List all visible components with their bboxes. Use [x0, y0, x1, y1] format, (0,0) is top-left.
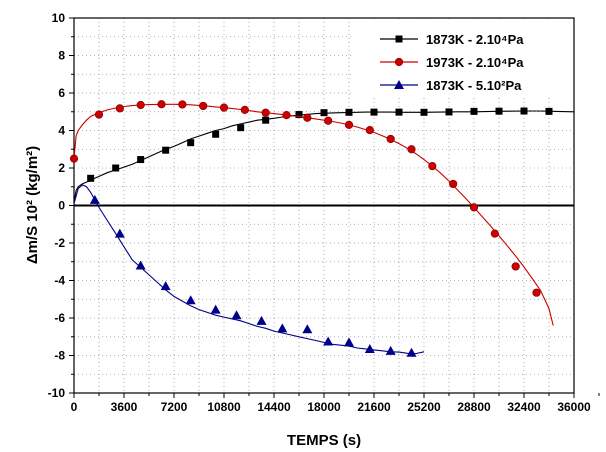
series-line — [73, 184, 425, 355]
data-point-circle — [240, 105, 249, 114]
data-point-circle — [469, 203, 479, 212]
data-point-circle — [69, 154, 79, 163]
data-point-circle — [490, 229, 499, 238]
data-point-triangle — [406, 347, 417, 357]
data-point-square — [345, 108, 353, 116]
data-point-triangle — [394, 80, 404, 89]
y-tick-label: 0 — [58, 199, 65, 213]
y-tick-label: -8 — [54, 349, 65, 363]
data-point-square — [262, 116, 270, 124]
data-point-square — [395, 108, 403, 116]
data-point-circle — [115, 104, 124, 113]
data-point-triangle — [256, 315, 267, 325]
series-1 — [73, 107, 575, 202]
data-point-square — [495, 107, 503, 115]
legend-label: 1873K - 5.10²Pa — [426, 78, 522, 93]
data-point-triangle — [385, 345, 396, 355]
data-point-square — [395, 35, 403, 43]
data-point-circle — [136, 100, 145, 110]
data-point-triangle — [323, 336, 334, 346]
data-point-circle — [199, 101, 208, 111]
data-point-circle — [324, 116, 333, 125]
y-tick-label: -2 — [54, 236, 65, 250]
data-point-circle — [365, 126, 374, 135]
data-point-triangle — [135, 260, 146, 270]
series-layer — [69, 100, 575, 357]
data-point-square — [112, 164, 120, 172]
data-point-circle — [178, 100, 187, 109]
data-point-triangle — [210, 304, 221, 314]
data-point-square — [545, 107, 553, 115]
data-point-square — [162, 146, 170, 154]
legend-label: 1973K - 2.10⁴Pa — [426, 55, 524, 70]
series-3 — [73, 184, 425, 357]
y-tick-label: -6 — [54, 311, 65, 325]
data-point-triangle — [364, 343, 375, 353]
y-tick-label: 4 — [58, 124, 65, 138]
data-point-square — [370, 108, 378, 116]
data-point-circle — [219, 103, 229, 112]
series-line — [73, 110, 575, 202]
x-tick-label: 10800 — [207, 400, 241, 414]
x-tick-label: 0 — [71, 400, 78, 414]
y-tick-label: 2 — [58, 161, 65, 175]
x-tick-label: 18000 — [307, 400, 341, 414]
data-point-square — [445, 108, 453, 116]
data-point-circle — [282, 111, 291, 120]
data-point-triangle — [231, 310, 242, 320]
y-tick-label: 10 — [52, 11, 66, 25]
y-tick-label: -10 — [48, 386, 66, 400]
data-point-square — [87, 174, 95, 182]
x-tick-label: 36000 — [557, 400, 591, 414]
series-2 — [69, 100, 554, 326]
data-point-square — [212, 130, 220, 138]
data-point-circle — [94, 110, 104, 119]
data-point-square — [320, 109, 328, 117]
ticks-layer: 0 3600 7200 10800 14400 18000 21600 25200 28800 3… — [48, 11, 600, 414]
x-tick-label: 14400 — [257, 400, 291, 414]
y-axis-title: Δm/S 10² (kg/m²) — [24, 146, 41, 264]
x-tick-label: 7200 — [161, 400, 188, 414]
data-point-circle — [394, 57, 404, 67]
data-point-triangle — [302, 324, 313, 334]
data-point-circle — [344, 120, 354, 129]
x-axis-title: TEMPS (s) — [287, 432, 361, 449]
data-point-triangle — [344, 337, 354, 347]
x-tick-label: 28800 — [457, 400, 491, 414]
data-point-triangle — [89, 194, 100, 204]
data-point-circle — [386, 134, 395, 144]
legend-label: 1873K - 2.10⁴Pa — [426, 32, 524, 47]
y-tick-label: -4 — [54, 274, 65, 288]
data-point-triangle — [160, 281, 171, 291]
x-tick-label: 21600 — [357, 400, 391, 414]
legend: 1873K - 2.10⁴Pa 1973K - 2.10⁴Pa 1873K - 5.… — [352, 20, 572, 98]
data-point-circle — [428, 162, 437, 171]
data-point-square — [520, 107, 528, 115]
data-point-square — [137, 156, 145, 164]
data-point-circle — [449, 179, 458, 189]
data-point-circle — [511, 262, 520, 271]
data-point-circle — [261, 108, 270, 117]
data-point-square — [420, 108, 428, 116]
x-tick-label: 25200 — [407, 400, 441, 414]
data-point-circle — [303, 113, 312, 122]
data-point-circle — [157, 100, 166, 109]
data-point-square — [470, 107, 478, 115]
x-tick-label: 32400 — [507, 400, 541, 414]
series-line — [73, 103, 554, 326]
data-point-triangle — [185, 295, 196, 305]
data-point-square — [187, 139, 195, 147]
y-tick-label: 6 — [58, 86, 65, 100]
data-point-circle — [407, 145, 416, 154]
data-point-circle — [532, 288, 541, 297]
data-point-square — [237, 124, 245, 132]
data-point-triangle — [114, 228, 125, 238]
data-point-square — [295, 111, 303, 119]
data-point-triangle — [277, 323, 288, 333]
x-tick-label: 3600 — [111, 400, 138, 414]
y-tick-label: 8 — [58, 49, 65, 63]
